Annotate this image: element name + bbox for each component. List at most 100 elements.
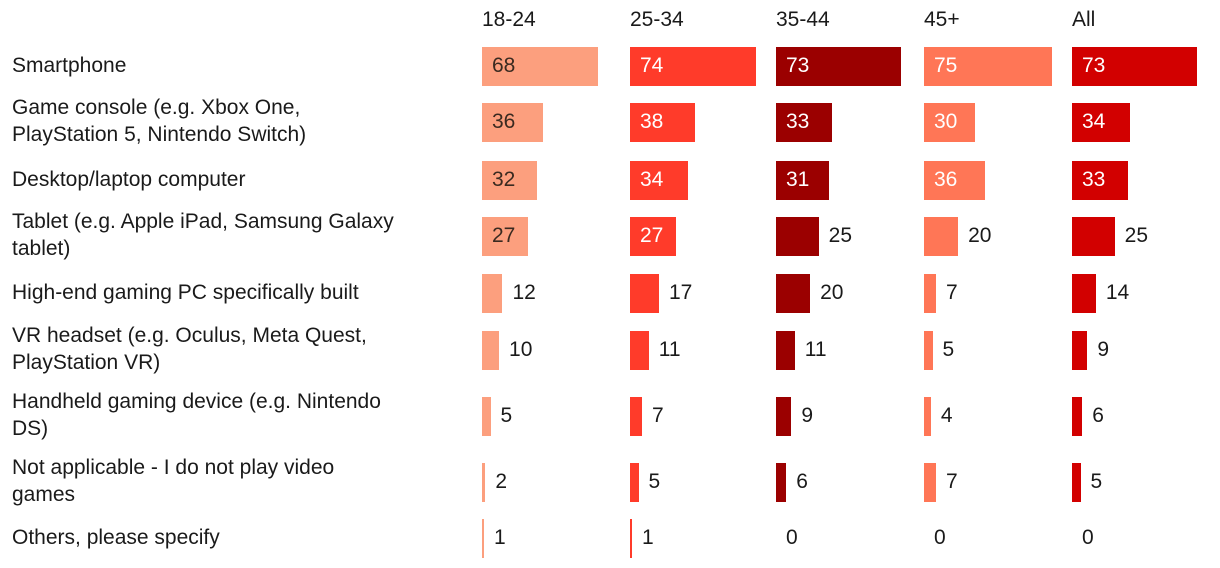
bar [630, 518, 632, 558]
value-label: 34 [1082, 110, 1106, 133]
value-label: 27 [492, 224, 516, 247]
value-label: 11 [658, 338, 681, 361]
bar [776, 396, 792, 436]
column-header-all: All [1072, 8, 1096, 31]
row-label: High-end gaming PC specifically built [12, 280, 359, 304]
bar [482, 518, 484, 558]
value-label: 0 [1082, 526, 1094, 549]
value-label: 20 [820, 281, 844, 304]
value-label: 34 [640, 168, 664, 191]
value-label: 1 [494, 526, 506, 549]
value-label: 73 [1082, 54, 1106, 77]
value-label: 0 [934, 526, 946, 549]
value-label: 17 [669, 281, 693, 304]
bar [924, 273, 936, 313]
row-label: Handheld gaming device (e.g. Nintendo DS) [12, 390, 381, 440]
value-label: 6 [796, 470, 808, 493]
value-label: 68 [492, 54, 516, 77]
bar [1072, 273, 1096, 313]
value-label: 32 [492, 168, 516, 191]
bar [924, 396, 931, 436]
bar [630, 273, 659, 313]
column-header-2534: 25-34 [630, 8, 684, 31]
value-label: 4 [940, 404, 953, 427]
value-label: 5 [1090, 470, 1103, 493]
bar [630, 330, 649, 370]
bar [924, 330, 933, 370]
value-label: 25 [828, 224, 852, 247]
bar [924, 462, 936, 502]
row-label: Desktop/laptop computer [12, 167, 246, 191]
bar [482, 330, 500, 370]
bar [630, 462, 639, 502]
bar [776, 160, 829, 200]
bar [630, 396, 642, 436]
value-label: 27 [640, 224, 664, 247]
bar [482, 160, 537, 200]
bar [1072, 160, 1129, 200]
bar [924, 160, 986, 200]
bar [630, 160, 688, 200]
value-label: 36 [934, 168, 958, 191]
bar [924, 46, 1052, 86]
bar [776, 330, 795, 370]
bar [776, 216, 819, 256]
bar [1072, 330, 1088, 370]
value-label: 6 [1092, 404, 1104, 427]
bar [1072, 396, 1083, 436]
bar [630, 216, 677, 256]
row-label: VR headset (e.g. Oculus, Meta Quest, Play… [12, 324, 367, 374]
value-label: 12 [512, 281, 536, 304]
row-label: Not applicable - I do not play video game… [12, 456, 335, 506]
value-label: 7 [945, 470, 958, 493]
bar [482, 396, 491, 436]
bar [776, 46, 901, 86]
bar [630, 102, 695, 142]
value-label: 33 [1082, 168, 1106, 191]
bar [924, 102, 976, 142]
bar [482, 46, 598, 86]
value-label: 9 [1097, 338, 1110, 361]
column-header-3544: 35-44 [776, 8, 830, 31]
bar [1072, 462, 1081, 502]
bar [1072, 46, 1197, 86]
bar [482, 462, 486, 502]
column-header-1824: 18-24 [482, 8, 536, 31]
value-label: 1 [642, 526, 654, 549]
value-label: 11 [804, 338, 827, 361]
column-header-45: 45+ [924, 8, 960, 31]
bar [924, 216, 959, 256]
value-label: 5 [500, 404, 513, 427]
value-label: 2 [495, 470, 508, 493]
value-label: 31 [786, 168, 810, 191]
value-label: 7 [945, 281, 958, 304]
value-label: 10 [509, 338, 533, 361]
value-label: 30 [934, 110, 958, 133]
value-label: 20 [968, 224, 992, 247]
bar [776, 273, 811, 313]
value-label: 74 [640, 54, 664, 77]
row-label: Game console (e.g. Xbox One, PlayStation … [12, 96, 307, 146]
value-label: 0 [786, 526, 798, 549]
bar [776, 462, 787, 502]
row-label: Smartphone [12, 53, 127, 77]
bar [482, 273, 503, 313]
value-label: 75 [934, 54, 958, 77]
value-label: 38 [640, 110, 664, 133]
row-label: Others, please specify [12, 525, 220, 549]
bar [482, 102, 544, 142]
bar [776, 102, 833, 142]
value-label: 5 [648, 470, 661, 493]
value-label: 5 [942, 338, 955, 361]
value-label: 9 [801, 404, 814, 427]
value-label: 33 [786, 110, 810, 133]
value-label: 25 [1124, 224, 1148, 247]
bar [1072, 216, 1115, 256]
value-label: 14 [1105, 281, 1130, 304]
row-label: Tablet (e.g. Apple iPad, Samsung Galaxy t… [12, 210, 394, 260]
bar [482, 216, 529, 256]
value-label: 36 [492, 110, 516, 133]
value-label: 73 [786, 54, 810, 77]
bar [630, 46, 757, 86]
